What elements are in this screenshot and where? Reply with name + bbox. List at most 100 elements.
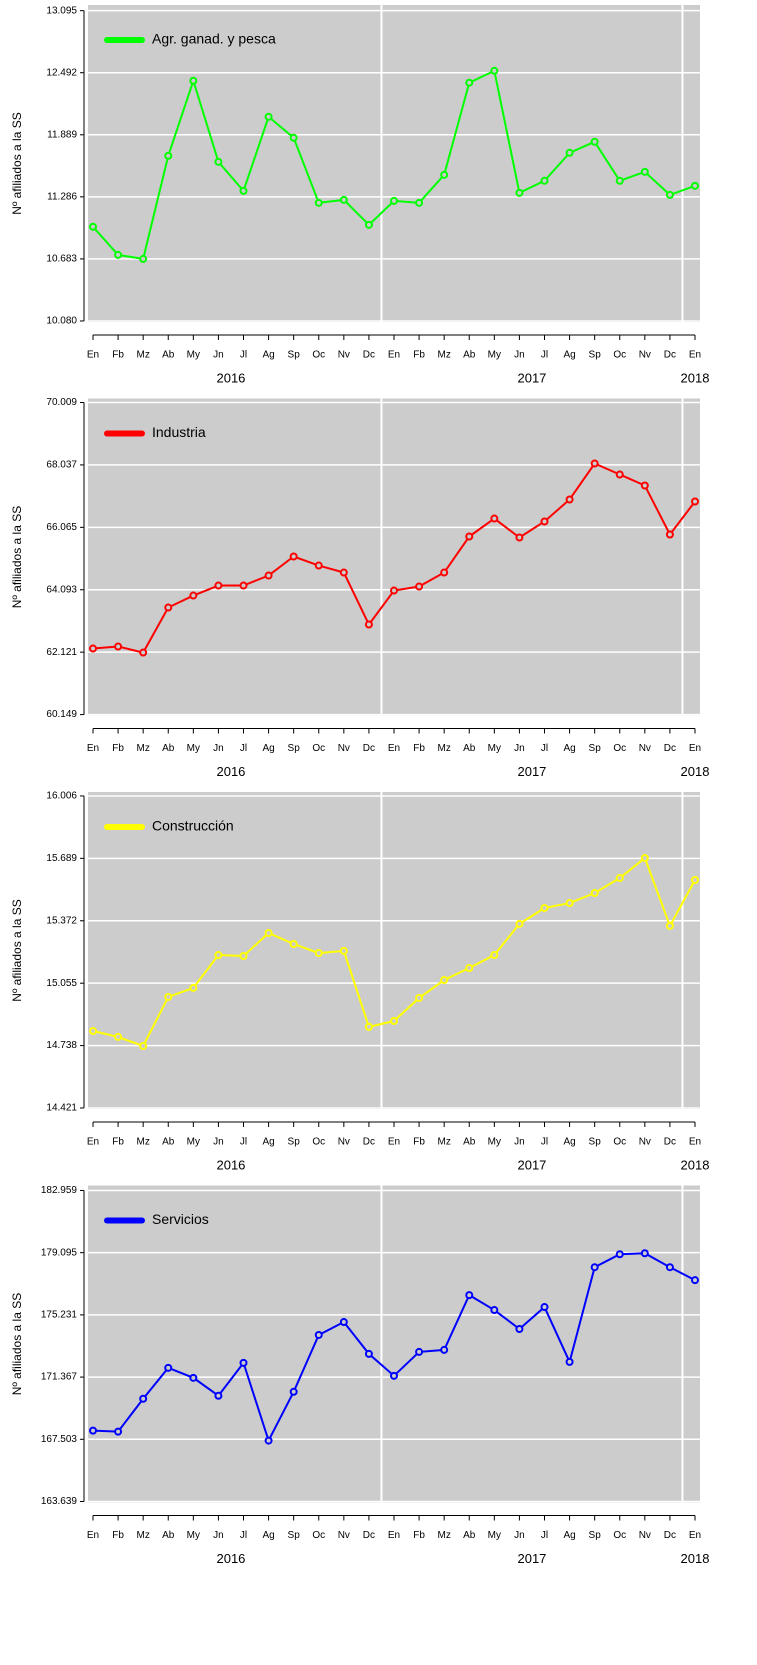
data-point — [264, 1436, 273, 1445]
data-point — [590, 137, 599, 146]
y-axis-label: Nº afiliados a la SS — [10, 506, 24, 608]
panel: 10.080 10.683 11.286 11.889 12.492 13.095 Nº a… — [10, 5, 709, 385]
data-point — [239, 952, 248, 961]
x-tick-label: Jn — [514, 350, 525, 361]
data-point — [164, 1363, 173, 1372]
x-tick-label: Nv — [338, 350, 350, 361]
panel: 163.639 167.503 171.367 175.231 179.095 182.9… — [10, 1185, 709, 1566]
x-tick-label: Nv — [338, 743, 350, 754]
x-tick-label: En — [689, 1137, 701, 1148]
x-tick-label: Mz — [437, 743, 450, 754]
y-tick-label: 64.093 — [46, 584, 77, 595]
x-tick-label: Jl — [541, 1530, 548, 1541]
x-group-label: 2018 — [681, 370, 710, 385]
data-point — [440, 170, 449, 179]
y-tick-label: 60.149 — [46, 709, 77, 720]
x-tick-label: Jn — [213, 1137, 224, 1148]
x-tick-label: Nv — [338, 1137, 350, 1148]
data-point — [114, 642, 123, 651]
x-tick-label: Mz — [437, 1530, 450, 1541]
panel: 14.421 14.738 15.055 15.372 15.689 16.006 Nº a… — [10, 791, 709, 1173]
data-point — [339, 946, 348, 955]
y-tick-label: 167.503 — [41, 1434, 78, 1445]
y-tick-label: 171.367 — [41, 1372, 78, 1383]
x-tick-label: Nv — [639, 1530, 651, 1541]
x-tick-label: En — [689, 1530, 701, 1541]
data-point — [490, 951, 499, 960]
x-tick-label: Sp — [288, 350, 301, 361]
data-point — [565, 495, 574, 504]
y-tick-label: 10.080 — [46, 316, 77, 327]
data-point — [314, 949, 323, 958]
x-tick-label: Fb — [413, 350, 425, 361]
x-group-label: 2016 — [216, 1551, 245, 1566]
data-point — [415, 582, 424, 591]
x-tick-label: Ab — [463, 1137, 476, 1148]
y-axis-label: Nº afiliados a la SS — [10, 112, 24, 214]
x-tick-label: Dc — [664, 743, 676, 754]
data-point — [440, 976, 449, 985]
y-tick-label: 70.009 — [46, 397, 77, 408]
x-tick-label: My — [488, 350, 501, 361]
x-tick-label: Ab — [162, 1530, 175, 1541]
data-point — [339, 568, 348, 577]
data-point — [264, 928, 273, 937]
x-tick-label: Ab — [463, 350, 476, 361]
x-tick-label: Jn — [514, 1137, 525, 1148]
data-point — [415, 993, 424, 1002]
data-point — [189, 591, 198, 600]
data-point — [139, 1041, 148, 1050]
data-point — [364, 1022, 373, 1031]
y-tick-label: 175.231 — [41, 1310, 78, 1321]
data-point — [289, 552, 298, 561]
x-tick-label: Nv — [639, 1137, 651, 1148]
legend-label: Industria — [152, 424, 206, 440]
data-point — [590, 459, 599, 468]
x-tick-label: Ag — [563, 1137, 575, 1148]
data-point — [665, 530, 674, 539]
data-point — [239, 1358, 248, 1367]
data-point — [540, 176, 549, 185]
x-tick-label: Sp — [589, 350, 602, 361]
data-point — [665, 190, 674, 199]
data-point — [314, 561, 323, 570]
x-tick-label: Ag — [563, 1530, 575, 1541]
x-tick-label: Ag — [262, 1137, 274, 1148]
x-tick-label: Fb — [413, 743, 425, 754]
x-tick-label: Oc — [312, 743, 325, 754]
x-tick-label: En — [388, 350, 400, 361]
data-point — [189, 76, 198, 85]
x-group-label: 2018 — [681, 1157, 710, 1172]
data-point — [139, 254, 148, 263]
x-tick-label: Oc — [312, 1137, 325, 1148]
data-point — [390, 196, 398, 205]
x-tick-label: Sp — [288, 1137, 301, 1148]
x-tick-label: En — [689, 350, 701, 361]
x-tick-label: Nv — [639, 350, 651, 361]
x-tick-label: Ab — [463, 1530, 476, 1541]
x-tick-label: En — [388, 1137, 400, 1148]
x-tick-label: En — [689, 743, 701, 754]
x-tick-label: Dc — [363, 743, 375, 754]
data-point — [364, 1349, 373, 1358]
x-tick-label: En — [388, 1530, 400, 1541]
data-point — [89, 222, 97, 231]
data-point — [264, 571, 273, 580]
x-tick-label: Oc — [613, 350, 626, 361]
panel: 60.149 62.121 64.093 66.065 68.037 70.009 Nº a… — [10, 397, 709, 779]
data-point — [615, 874, 624, 883]
x-tick-label: Sp — [288, 1530, 301, 1541]
data-point — [139, 1394, 148, 1403]
data-point — [490, 514, 499, 523]
x-group-label: 2018 — [681, 1551, 710, 1566]
data-point — [665, 921, 674, 930]
y-tick-label: 68.037 — [46, 460, 77, 471]
y-tick-label: 66.065 — [46, 522, 77, 533]
y-tick-label: 14.738 — [46, 1040, 77, 1051]
data-point — [565, 1357, 574, 1366]
y-tick-label: 15.372 — [46, 915, 77, 926]
x-tick-label: Jn — [213, 1530, 224, 1541]
x-tick-label: My — [488, 1530, 501, 1541]
data-point — [189, 1373, 198, 1382]
